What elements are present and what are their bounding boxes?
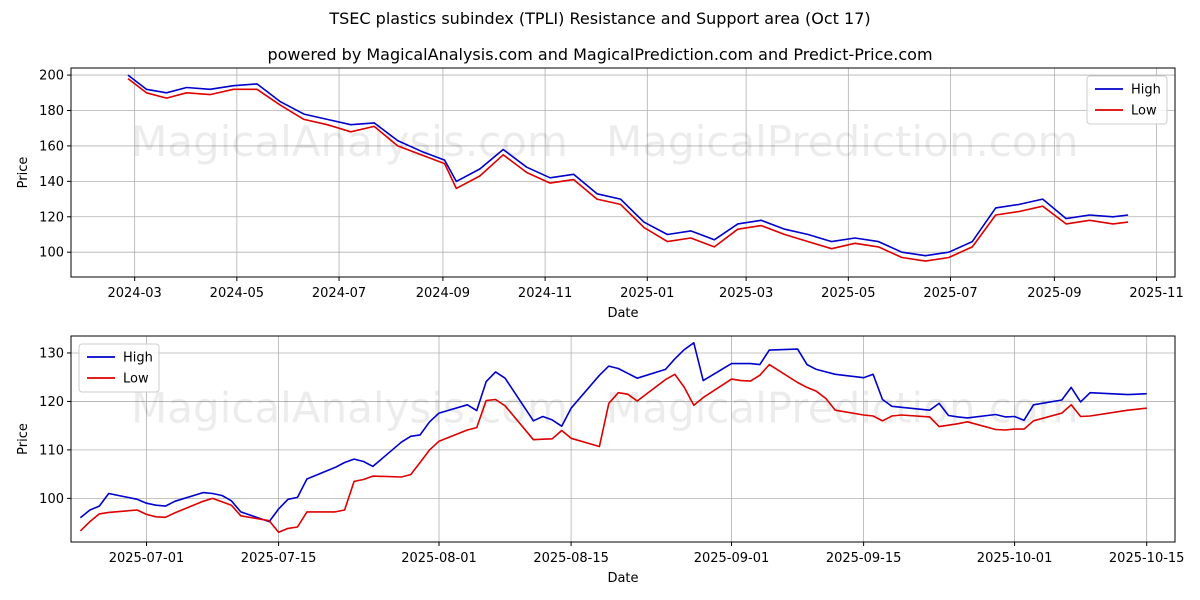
x-tick-label: 2025-03 xyxy=(719,286,773,301)
y-tick-label: 200 xyxy=(39,69,64,84)
y-tick-label: 180 xyxy=(39,104,64,119)
series-line-low xyxy=(79,363,1147,534)
x-tick-label: 2024-07 xyxy=(312,286,366,301)
x-axis-title: Date xyxy=(607,306,638,321)
series-line-low xyxy=(127,77,1129,262)
x-tick-label: 2024-11 xyxy=(518,286,572,301)
legend-box xyxy=(1086,75,1168,125)
x-axis-title: Date xyxy=(607,571,638,586)
legend-label-high: High xyxy=(1131,83,1161,98)
y-tick-label: 130 xyxy=(39,346,64,361)
x-tick-label: 2025-05 xyxy=(821,286,875,301)
x-tick-label: 2025-08-01 xyxy=(401,551,477,566)
plot-frame xyxy=(70,67,1176,278)
x-tick-label: 2025-09-01 xyxy=(694,551,770,566)
y-tick-label: 140 xyxy=(39,175,64,190)
legend: High Low xyxy=(1086,75,1168,125)
x-tick-label: 2025-07-01 xyxy=(109,551,185,566)
watermark-text: MagicalPrediction.com xyxy=(606,384,1079,433)
legend-label-low: Low xyxy=(123,372,149,387)
watermark-text: MagicalAnalysis.com xyxy=(131,384,568,433)
x-tick-label: 2025-08-15 xyxy=(533,551,609,566)
y-tick-label: 160 xyxy=(39,139,64,154)
chart-title: TSEC plastics subindex (TPLI) Resistance… xyxy=(329,9,871,28)
chart-subtitle: powered by MagicalAnalysis.com and Magic… xyxy=(267,45,933,64)
y-axis-title: Price xyxy=(16,157,31,189)
x-tick-label: 2024-09 xyxy=(416,286,470,301)
x-tick-label: 2025-07-15 xyxy=(241,551,317,566)
y-tick-label: 110 xyxy=(39,443,64,458)
watermark-text: MagicalPrediction.com xyxy=(606,117,1079,166)
legend-label-low: Low xyxy=(1131,104,1157,119)
y-tick-label: 120 xyxy=(39,210,64,225)
x-tick-label: 2025-10-01 xyxy=(977,551,1053,566)
x-tick-label: 2025-11 xyxy=(1129,286,1183,301)
x-tick-label: 2025-07 xyxy=(923,286,977,301)
y-tick-label: 100 xyxy=(39,492,64,507)
legend-box xyxy=(78,343,160,393)
y-axis-title: Price xyxy=(16,423,31,455)
x-tick-label: 2024-03 xyxy=(107,286,161,301)
y-tick-label: 120 xyxy=(39,395,64,410)
legend-label-high: High xyxy=(123,351,153,366)
x-tick-label: 2025-10-15 xyxy=(1109,551,1185,566)
plot-frame xyxy=(70,335,1176,543)
series-line-high xyxy=(79,342,1147,523)
x-tick-label: 2025-09 xyxy=(1027,286,1081,301)
legend: High Low xyxy=(78,343,160,393)
x-tick-label: 2024-05 xyxy=(210,286,264,301)
x-tick-label: 2025-09-15 xyxy=(826,551,902,566)
y-tick-label: 100 xyxy=(39,246,64,261)
x-tick-label: 2025-01 xyxy=(620,286,674,301)
series-line-high xyxy=(127,74,1129,257)
